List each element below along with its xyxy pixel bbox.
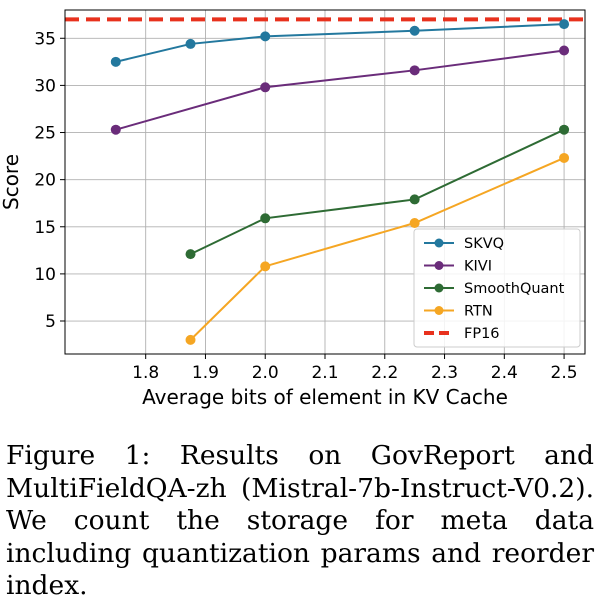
line-chart: 5 10 15 20 25 30 35 1.8 1.9 2.0 2.1 2.2 2.3 2.4 2.5 A… (0, 9, 586, 409)
skvq-data-point (110, 56, 121, 67)
figure-caption: Figure 1: Results on GovReport and Multi… (6, 440, 594, 601)
skvq-series-line (115, 23, 565, 63)
legend: SKVQ KIVI SmoothQuant RTN FP16 (413, 228, 581, 348)
skvq-data-point (409, 25, 420, 36)
skvq-data-point (185, 38, 196, 49)
legend-label-rtn: RTN (464, 304, 493, 320)
y-tick-label: 15 (34, 218, 56, 238)
y-tick-label: 25 (34, 124, 56, 144)
x-axis-ticks: 1.8 1.9 2.0 2.1 2.2 2.3 2.4 2.5 (132, 354, 578, 383)
rtn-data-point (260, 261, 271, 272)
rtn-series-line (189, 157, 565, 341)
legend-label-fp16: FP16 (464, 326, 500, 342)
legend-marker-smoothquant (434, 283, 444, 293)
kivi-data-point (110, 124, 121, 135)
smoothquant-series-line (190, 128, 565, 256)
x-axis-label: Average bits of element in KV Cache (142, 385, 508, 409)
x-tick-label: 2.1 (311, 363, 338, 383)
smoothquant-data-point (260, 213, 271, 224)
smoothquant-data-point (559, 124, 570, 135)
skvq-data-point (260, 31, 271, 42)
kivi-data-point (409, 65, 420, 76)
series-layer (110, 19, 570, 345)
y-tick-label: 30 (34, 76, 56, 96)
legend-marker-kivi (434, 261, 444, 270)
smoothquant-data-point (185, 249, 196, 260)
y-tick-label: 20 (34, 171, 56, 191)
y-axis-ticks: 5 10 15 20 25 30 35 (34, 29, 65, 332)
smoothquant-data-point (409, 194, 420, 205)
x-tick-label: 2.4 (491, 363, 518, 383)
kivi-data-point (260, 82, 271, 93)
x-tick-label: 2.2 (371, 363, 398, 383)
kivi-data-point (559, 45, 570, 56)
rtn-data-point (409, 217, 420, 228)
x-tick-label: 1.8 (132, 363, 159, 383)
x-tick-label: 2.5 (551, 363, 578, 383)
legend-label-smoothquant: SmoothQuant (464, 281, 565, 297)
skvq-data-point (559, 19, 570, 30)
legend-marker-rtn (434, 306, 444, 315)
rtn-data-point (185, 334, 196, 345)
legend-box (413, 228, 581, 348)
y-tick-label: 5 (45, 312, 56, 332)
x-tick-label: 1.9 (192, 363, 219, 383)
legend-label-kivi: KIVI (464, 259, 492, 275)
legend-label-skvq: SKVQ (464, 236, 504, 252)
kivi-series-line (115, 49, 565, 131)
x-tick-label: 2.3 (431, 363, 458, 383)
x-tick-label: 2.0 (252, 363, 279, 383)
y-axis-label: Score (0, 154, 23, 210)
legend-marker-skvq (434, 238, 444, 248)
rtn-data-point (559, 152, 570, 163)
y-tick-label: 35 (34, 29, 56, 49)
y-tick-label: 10 (34, 265, 56, 285)
